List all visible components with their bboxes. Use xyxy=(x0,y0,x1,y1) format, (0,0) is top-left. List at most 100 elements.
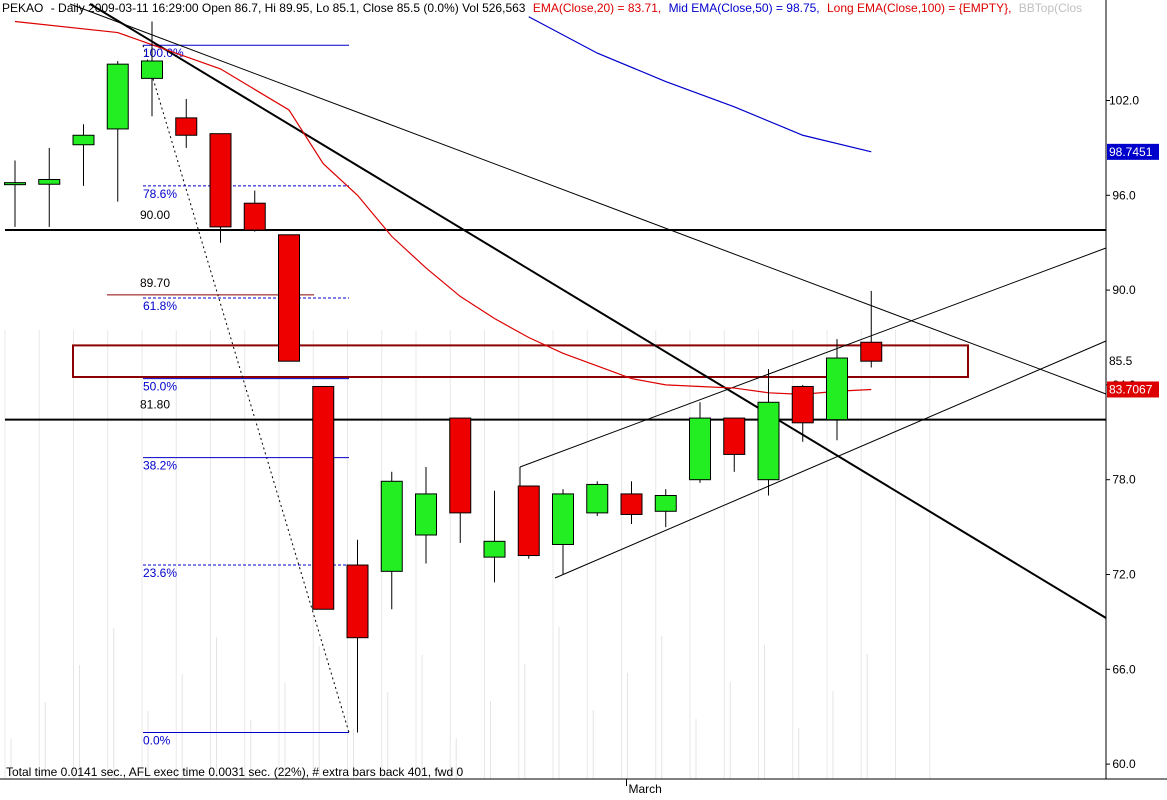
candle-body xyxy=(38,179,61,185)
y-tick-label: 90.0 xyxy=(1112,283,1136,297)
candles-layer xyxy=(4,21,883,733)
candle-body xyxy=(483,540,506,558)
candle-down xyxy=(860,290,883,368)
candle-body xyxy=(757,401,780,481)
candle-body xyxy=(278,234,300,362)
candle-body xyxy=(449,417,472,514)
candle-body xyxy=(175,117,198,136)
y-tick-label: 102.0 xyxy=(1109,94,1139,108)
volume-layer xyxy=(10,627,868,779)
y-tick-label: 78.0 xyxy=(1112,473,1136,487)
axis-marker-box xyxy=(1107,381,1159,398)
fibonacci-layer: 100.0% 78.6% 61.8% 50.0% 38.2% 23.6% 0.0% xyxy=(142,44,350,748)
candle-down xyxy=(209,133,232,243)
ema20-line xyxy=(14,20,872,395)
candle-down xyxy=(312,385,335,610)
candle-body xyxy=(654,495,677,512)
candle-body xyxy=(552,493,574,545)
header-ema20: EMA(Close,20) = 83.71, xyxy=(533,1,661,15)
candle-body xyxy=(209,133,232,228)
candle-down xyxy=(449,417,472,543)
candle-body xyxy=(791,385,814,424)
axis-marker-label: 98.7451 xyxy=(1109,145,1153,159)
trend-line xyxy=(519,247,1107,468)
candle-up xyxy=(72,124,95,186)
candle-body xyxy=(415,493,437,536)
marked-level-label: 89.70 xyxy=(140,276,170,290)
candle-up xyxy=(757,369,780,496)
axis-marker-box xyxy=(1107,353,1159,370)
chart-header: PEKAO - Daily 2009-03-11 16:29:00 Open 8… xyxy=(2,1,1082,15)
candle-body xyxy=(723,417,746,455)
candle-body xyxy=(826,357,848,421)
fib-level-label: 78.6% xyxy=(143,187,177,201)
candle-body xyxy=(72,134,95,146)
candle-down xyxy=(517,485,540,559)
candle-body xyxy=(586,483,609,514)
candle-up xyxy=(586,481,609,517)
horizontal-level-label: 81.80 xyxy=(140,398,170,412)
ema-layer xyxy=(14,16,872,395)
candle-body xyxy=(141,60,163,79)
header-info: - Daily 2009-03-11 16:29:00 Open 86.7, H… xyxy=(51,1,526,15)
horizontal-level-label: 90.00 xyxy=(140,208,170,222)
fib-level-label: 50.0% xyxy=(143,380,177,394)
candle-down xyxy=(175,98,198,148)
trend-line xyxy=(69,3,1107,395)
trend-line xyxy=(554,340,1107,579)
axis-marker-box xyxy=(1107,143,1159,160)
candle-up xyxy=(415,467,437,564)
zone-layer xyxy=(72,344,969,378)
y-tick-label: 96.0 xyxy=(1112,188,1136,202)
fib-level-label: 23.6% xyxy=(143,566,177,580)
axis-marker-label: 83.7067 xyxy=(1109,382,1153,396)
y-tick-label: 60.0 xyxy=(1112,757,1136,771)
candle-body xyxy=(689,417,711,481)
y-tick-label: 66.0 xyxy=(1112,662,1136,676)
candle-body xyxy=(243,202,266,231)
candle-body xyxy=(312,385,335,610)
candle-down xyxy=(346,539,369,733)
trend-line xyxy=(89,3,1107,619)
candle-down xyxy=(723,417,746,472)
fib-level-label: 61.8% xyxy=(143,299,177,313)
candle-body xyxy=(4,182,26,186)
month-label: March xyxy=(629,782,662,796)
candle-up xyxy=(4,160,26,227)
candle-down xyxy=(791,384,814,442)
candle-up xyxy=(106,61,129,202)
header-ema100: Long EMA(Close,100) = {EMPTY}, xyxy=(827,1,1011,15)
candle-body xyxy=(346,564,369,639)
footer-status: Total time 0.0141 sec., AFL exec time 0.… xyxy=(6,765,463,779)
candle-up xyxy=(483,490,506,583)
candle-body xyxy=(517,485,540,557)
ema50-line xyxy=(528,16,872,153)
candle-up xyxy=(826,339,848,441)
grid-layer xyxy=(4,330,931,779)
candle-up xyxy=(654,489,677,528)
candle-down xyxy=(278,234,300,362)
y-tick-label: 72.0 xyxy=(1112,568,1136,582)
candle-up xyxy=(689,402,711,483)
fib-level-label: 0.0% xyxy=(143,734,171,748)
fib-level-label: 38.2% xyxy=(143,459,177,473)
header-bbtop: BBTop(Clos xyxy=(1019,1,1082,15)
candle-up xyxy=(552,489,574,575)
candle-body xyxy=(620,493,643,515)
candle-down xyxy=(620,481,643,524)
candle-down xyxy=(243,190,266,232)
candle-up xyxy=(380,471,403,610)
candle-body xyxy=(380,480,403,572)
candle-body xyxy=(106,63,129,130)
trendline-layer: 90.00 81.80 89.70 xyxy=(5,3,1107,619)
candle-up xyxy=(141,21,163,117)
axis-marker-label: 85.5 xyxy=(1109,354,1133,368)
fib-level-label: 100.0% xyxy=(143,46,184,60)
header-ema50: Mid EMA(Close,50) = 98.75, xyxy=(669,1,820,15)
price-axis: 60.066.072.078.084.090.096.0102.098.7451… xyxy=(0,0,1167,780)
candle-body xyxy=(860,341,883,362)
header-symbol: PEKAO xyxy=(2,1,43,15)
